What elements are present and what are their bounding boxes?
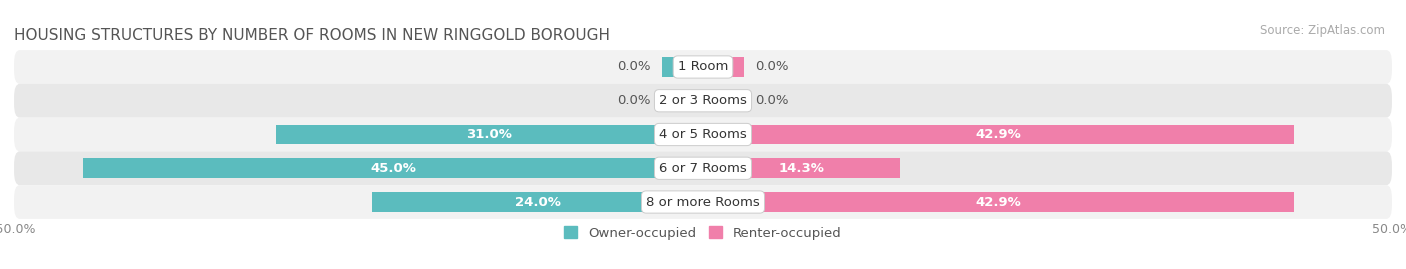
Text: 14.3%: 14.3% bbox=[779, 162, 824, 175]
FancyBboxPatch shape bbox=[14, 50, 1392, 84]
Text: 0.0%: 0.0% bbox=[755, 61, 789, 73]
Bar bbox=[703, 158, 900, 178]
FancyBboxPatch shape bbox=[14, 151, 1392, 185]
Text: 8 or more Rooms: 8 or more Rooms bbox=[647, 196, 759, 208]
Text: 24.0%: 24.0% bbox=[515, 196, 561, 208]
Text: Source: ZipAtlas.com: Source: ZipAtlas.com bbox=[1260, 24, 1385, 37]
Text: 31.0%: 31.0% bbox=[467, 128, 512, 141]
Text: 0.0%: 0.0% bbox=[755, 94, 789, 107]
Bar bbox=[662, 57, 703, 77]
Text: 4 or 5 Rooms: 4 or 5 Rooms bbox=[659, 128, 747, 141]
Text: 0.0%: 0.0% bbox=[617, 94, 651, 107]
FancyBboxPatch shape bbox=[14, 84, 1392, 118]
Text: 6 or 7 Rooms: 6 or 7 Rooms bbox=[659, 162, 747, 175]
Bar bbox=[703, 91, 744, 111]
Text: 42.9%: 42.9% bbox=[976, 128, 1021, 141]
Text: 1 Room: 1 Room bbox=[678, 61, 728, 73]
Legend: Owner-occupied, Renter-occupied: Owner-occupied, Renter-occupied bbox=[560, 221, 846, 245]
Bar bbox=[276, 125, 703, 144]
Bar bbox=[703, 125, 1294, 144]
Bar bbox=[703, 57, 744, 77]
Text: 2 or 3 Rooms: 2 or 3 Rooms bbox=[659, 94, 747, 107]
Text: 45.0%: 45.0% bbox=[370, 162, 416, 175]
Bar bbox=[662, 91, 703, 111]
Text: 42.9%: 42.9% bbox=[976, 196, 1021, 208]
Bar bbox=[83, 158, 703, 178]
FancyBboxPatch shape bbox=[14, 185, 1392, 219]
Text: 0.0%: 0.0% bbox=[617, 61, 651, 73]
Text: HOUSING STRUCTURES BY NUMBER OF ROOMS IN NEW RINGGOLD BOROUGH: HOUSING STRUCTURES BY NUMBER OF ROOMS IN… bbox=[14, 28, 610, 43]
FancyBboxPatch shape bbox=[14, 118, 1392, 151]
Bar bbox=[703, 192, 1294, 212]
Bar bbox=[373, 192, 703, 212]
